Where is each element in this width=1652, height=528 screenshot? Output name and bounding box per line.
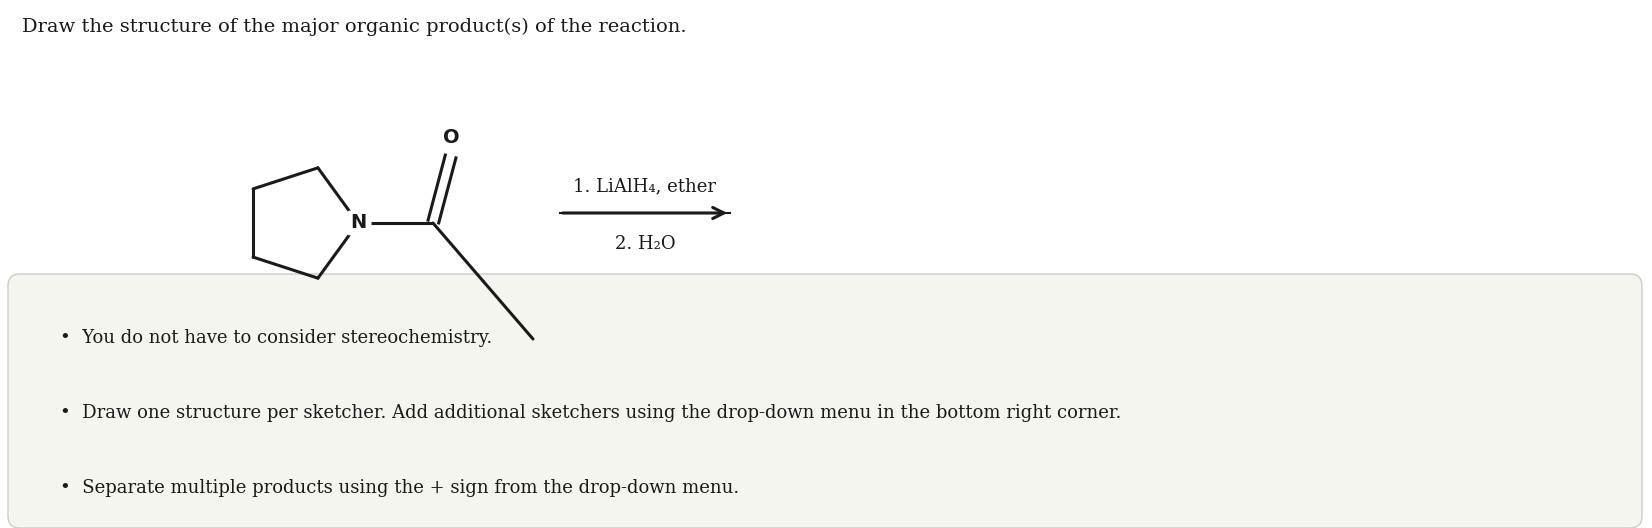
Text: •  Draw one structure per sketcher. Add additional sketchers using the drop-down: • Draw one structure per sketcher. Add a… <box>59 404 1122 422</box>
Text: N: N <box>350 213 367 232</box>
Text: 1. LiAlH₄, ether: 1. LiAlH₄, ether <box>573 177 717 195</box>
Text: Draw the structure of the major organic product(s) of the reaction.: Draw the structure of the major organic … <box>21 18 687 36</box>
Text: •  You do not have to consider stereochemistry.: • You do not have to consider stereochem… <box>59 329 492 347</box>
Text: 2. H₂O: 2. H₂O <box>615 235 676 253</box>
Text: O: O <box>443 128 459 147</box>
FancyBboxPatch shape <box>8 274 1642 528</box>
Text: •  Separate multiple products using the + sign from the drop-down menu.: • Separate multiple products using the +… <box>59 479 738 497</box>
